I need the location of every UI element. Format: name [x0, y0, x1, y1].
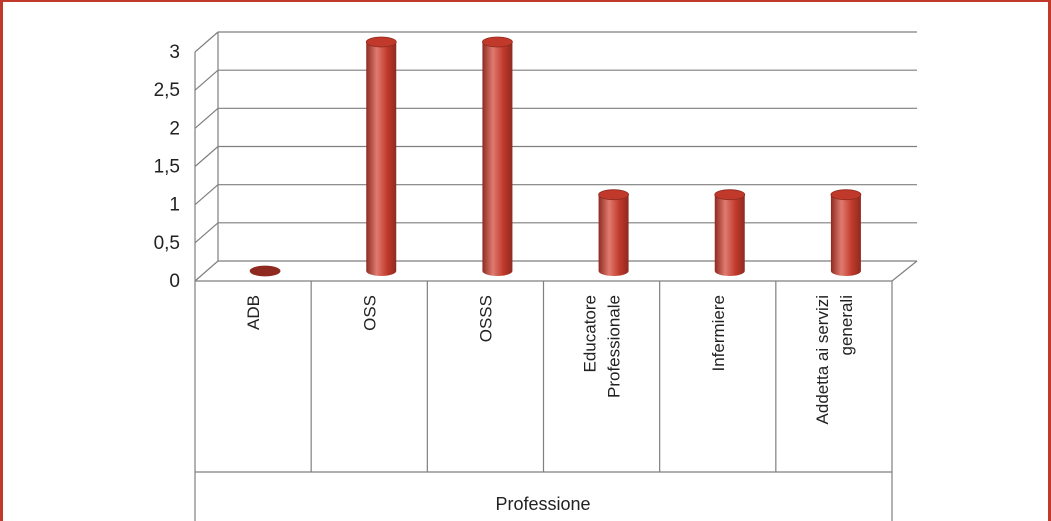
bar-5 — [714, 189, 746, 276]
bar-top — [249, 265, 281, 277]
y-tick-labels: 0 0,5 1 1,5 2 2,5 3 — [154, 42, 180, 292]
y-tick-label: 3 — [169, 42, 180, 63]
gridlines — [194, 31, 918, 282]
category-label-4: Educatore Professionale — [581, 295, 624, 398]
bar-body — [598, 194, 629, 276]
gridline-side-5 — [194, 69, 219, 91]
gridline-side-1 — [194, 222, 219, 244]
bar-2 — [365, 36, 397, 276]
category-label-line: Infermiere — [709, 295, 728, 372]
bar-body — [830, 194, 861, 276]
category-label-line: Addetta ai servizi — [813, 295, 832, 424]
bar-1 — [249, 265, 281, 277]
bar-body — [366, 42, 397, 276]
y-tick-label: 2 — [169, 118, 180, 139]
gridline-side-0 — [194, 260, 219, 282]
x-axis-title: Professione — [495, 494, 590, 514]
bar-top — [830, 189, 862, 201]
category-label-line: Professionale — [605, 295, 624, 398]
category-label-line: ADB — [244, 295, 263, 330]
bars — [249, 36, 862, 277]
bar-body — [714, 194, 745, 276]
gridline-side-2 — [194, 184, 219, 206]
category-label-6: Addetta ai servizi generali — [813, 295, 856, 424]
bar-top — [365, 36, 397, 48]
bar-4 — [598, 189, 629, 276]
bar-body — [482, 42, 513, 276]
category-label-2: OSS — [360, 295, 379, 331]
gridline-side-3 — [194, 146, 219, 167]
category-label-line: generali — [837, 295, 856, 356]
bar-6 — [830, 189, 862, 276]
floor-right-edge — [891, 260, 918, 282]
category-label-1: ADB — [244, 295, 263, 330]
category-labels: ADB OSS OSSS Educatore Professionale Infermie… — [194, 281, 893, 521]
category-label-3: OSSS — [476, 295, 495, 342]
bar-top — [482, 36, 513, 48]
bar-3 — [482, 36, 513, 276]
gridline-side-6 — [194, 31, 219, 53]
gridline-side-4 — [194, 107, 219, 129]
y-tick-label: 2,5 — [154, 80, 180, 101]
y-tick-label: 0,5 — [154, 233, 180, 254]
category-label-line: OSS — [360, 295, 379, 331]
y-tick-label: 1 — [169, 195, 180, 216]
bar-top — [714, 189, 746, 201]
category-label-line: Educatore — [581, 295, 600, 373]
y-tick-label: 1,5 — [154, 157, 180, 178]
category-label-line: OSSS — [476, 295, 495, 342]
y-tick-label: 0 — [169, 271, 180, 292]
category-label-5: Infermiere — [709, 295, 728, 372]
bar-top — [598, 189, 629, 201]
